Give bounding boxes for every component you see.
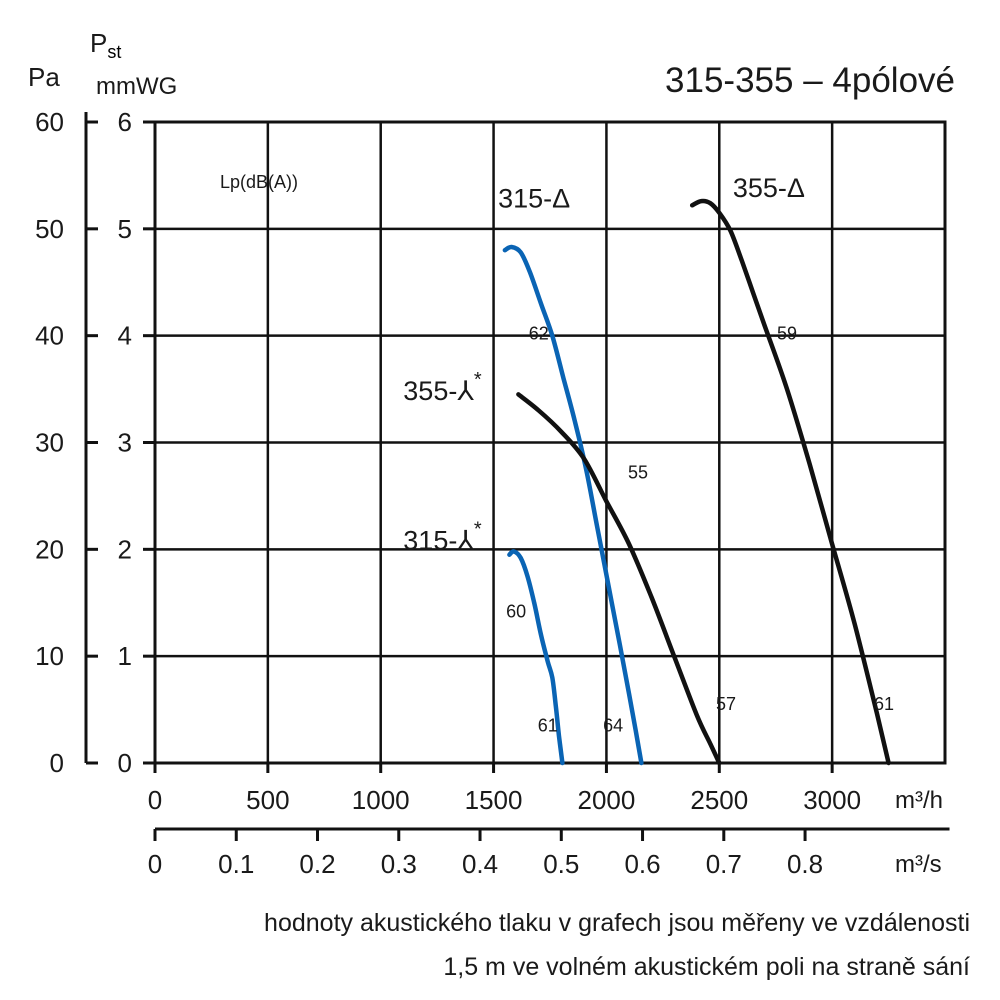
ms-tick-label-0.1: 0.1 — [218, 849, 254, 879]
noise-level-label: Lp(dB(A)) — [220, 172, 298, 192]
x-tick-label-3000: 3000 — [803, 785, 861, 815]
series-label-3: 315-⅄* — [403, 518, 482, 555]
curve-355-2 — [516, 392, 722, 766]
ms-tick-label-0.6: 0.6 — [624, 849, 660, 879]
y-axis-label-pst: Pst — [90, 28, 121, 62]
pa-tick-label-20: 20 — [35, 534, 64, 564]
series-label-0: 315-Δ — [498, 183, 570, 213]
ms-tick-label-0.7: 0.7 — [706, 849, 742, 879]
pst-subscript: st — [107, 42, 121, 62]
curve-315-1 — [507, 549, 565, 766]
series-label-star-3: * — [474, 518, 482, 540]
curve-355-3 — [689, 198, 891, 766]
x-axis-unit-m3h: m³/h — [895, 787, 943, 814]
x-axis-unit-m3s: m³/s — [895, 851, 942, 878]
pa-tick-label-10: 10 — [35, 641, 64, 671]
curve-315-0 — [502, 244, 644, 766]
mmwg-tick-label-4: 4 — [118, 321, 132, 351]
y-axis-label-pa: Pa — [28, 62, 60, 92]
ms-tick-label-0.4: 0.4 — [462, 849, 498, 879]
x-tick-label-500: 500 — [246, 785, 289, 815]
pa-tick-label-50: 50 — [35, 214, 64, 244]
ms-tick-label-0.3: 0.3 — [381, 849, 417, 879]
series-label-text-2: 355-⅄ — [403, 376, 474, 406]
pa-tick-label-30: 30 — [35, 428, 64, 458]
noise-value-315-0-1: 64 — [603, 716, 623, 736]
noise-value-355-3-1: 61 — [874, 694, 894, 714]
noise-value-355-3-0: 59 — [777, 324, 797, 344]
noise-value-315-1-1: 61 — [538, 716, 558, 736]
y-axis-label-mmwg: mmWG — [96, 73, 177, 100]
pa-tick-label-60: 60 — [35, 107, 64, 137]
pa-tick-label-40: 40 — [35, 321, 64, 351]
noise-value-315-0-0: 62 — [529, 324, 549, 344]
x-tick-label-1000: 1000 — [352, 785, 410, 815]
series-label-2: 355-⅄* — [403, 369, 482, 406]
ms-tick-label-0.2: 0.2 — [299, 849, 335, 879]
pst-symbol: P — [90, 28, 107, 58]
series-label-star-2: * — [474, 369, 482, 391]
ms-tick-label-0.8: 0.8 — [787, 849, 823, 879]
mmwg-tick-label-0: 0 — [118, 748, 132, 778]
series-label-text-1: 355-Δ — [733, 173, 805, 203]
series-label-text-3: 315-⅄ — [403, 525, 474, 555]
chart-title: 315-355 – 4pólové — [665, 61, 955, 100]
noise-value-355-2-1: 57 — [716, 694, 736, 714]
ms-tick-label-0: 0 — [148, 849, 162, 879]
grid-lines — [153, 120, 947, 765]
x-tick-label-2000: 2000 — [578, 785, 636, 815]
mmwg-tick-label-1: 1 — [118, 641, 132, 671]
pa-tick-label-0: 0 — [50, 748, 64, 778]
x-tick-label-2500: 2500 — [690, 785, 748, 815]
noise-value-315-1-0: 60 — [506, 601, 526, 621]
noise-value-355-2-0: 55 — [628, 462, 648, 482]
x-tick-label-1500: 1500 — [465, 785, 523, 815]
performance-curves: 62 64 60 61 55 57 59 61 — [502, 198, 894, 766]
series-label-text-0: 315-Δ — [498, 183, 570, 213]
ms-tick-label-0.5: 0.5 — [543, 849, 579, 879]
caption-line-1: hodnoty akustického tlaku v grafech jsou… — [264, 909, 970, 937]
caption-line-2: 1,5 m ve volném akustickém poli na stran… — [443, 953, 970, 981]
mmwg-tick-label-2: 2 — [118, 534, 132, 564]
series-label-1: 355-Δ — [733, 173, 805, 203]
mmwg-tick-label-3: 3 — [118, 428, 132, 458]
mmwg-tick-label-6: 6 — [118, 107, 132, 137]
x-tick-label-0: 0 — [148, 785, 162, 815]
mmwg-tick-label-5: 5 — [118, 214, 132, 244]
